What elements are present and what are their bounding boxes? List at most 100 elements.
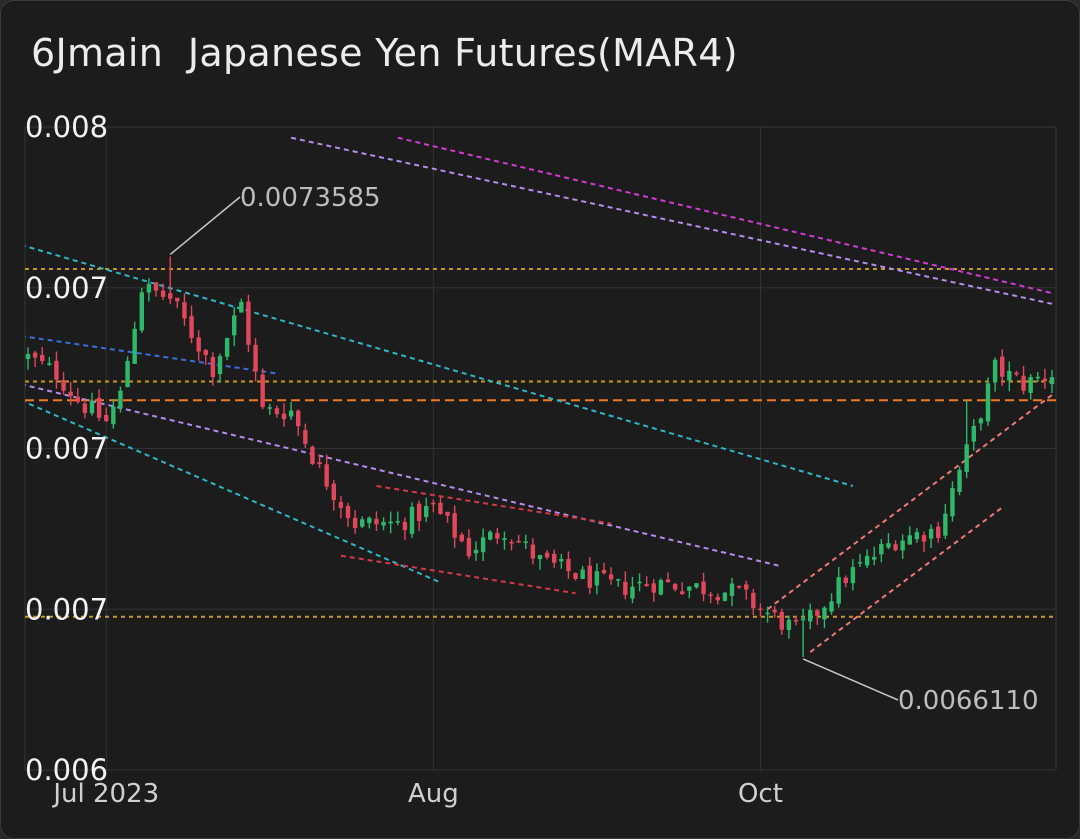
candle-body — [708, 594, 713, 596]
candle-body — [729, 583, 735, 597]
candle-body — [473, 549, 479, 554]
candle-body — [978, 418, 984, 424]
candle-body — [800, 618, 806, 621]
candle-body — [687, 586, 692, 591]
candle-body — [544, 552, 550, 558]
candle-body — [352, 517, 358, 529]
candle-body — [466, 537, 472, 557]
annotations: 0.0073585 0.0066110 — [169, 183, 1039, 716]
grid-lines — [24, 126, 1057, 771]
horizontal-levels — [25, 267, 1056, 618]
candle-body — [715, 596, 720, 601]
candle-body — [1007, 370, 1012, 381]
candle-body — [139, 292, 144, 331]
candle-body — [516, 540, 521, 543]
candle-body — [857, 562, 863, 564]
candle-body — [75, 396, 80, 403]
candle-body — [267, 407, 272, 409]
candle-body — [608, 574, 614, 580]
candle-body — [153, 282, 159, 291]
candle-body — [104, 414, 109, 421]
candle-body — [765, 612, 770, 615]
candle-body — [317, 462, 322, 465]
candle-body — [758, 608, 763, 611]
candle-body — [530, 544, 536, 559]
candle-body — [61, 379, 66, 391]
candle-body — [566, 558, 571, 572]
candle-body — [281, 413, 287, 420]
candle-body — [772, 609, 777, 613]
candle-body — [345, 506, 351, 519]
candle-body — [146, 283, 152, 293]
candle-body — [1028, 377, 1033, 393]
candle-body — [502, 538, 507, 541]
candle-body — [509, 541, 514, 544]
candle-body — [907, 535, 912, 545]
candle-body — [160, 290, 166, 297]
candle-body — [303, 430, 308, 444]
candle-body — [779, 611, 784, 630]
candle-body — [367, 517, 372, 524]
y-tick-label: 0.007 — [25, 271, 108, 305]
candle-body — [331, 483, 336, 501]
candle-body — [1000, 356, 1005, 377]
candle-body — [111, 406, 116, 425]
candle-body — [964, 444, 969, 473]
candle-body — [808, 610, 813, 622]
candle-body — [1042, 378, 1048, 382]
candle-body — [957, 469, 962, 492]
candle-body — [217, 356, 223, 375]
candle-body — [587, 565, 592, 588]
candle-body — [438, 502, 443, 514]
candle-body — [25, 354, 31, 359]
candle-body — [523, 541, 528, 544]
candle-body — [630, 586, 635, 599]
candle-body — [736, 586, 742, 588]
rising-channel-upper — [766, 394, 1053, 611]
candle-body — [47, 363, 52, 365]
candle-body — [360, 519, 365, 527]
candle-body — [573, 573, 578, 579]
y-tick-label: 0.007 — [25, 592, 108, 626]
candle-body — [274, 408, 280, 415]
candle-body — [374, 518, 379, 525]
resistance-line-magenta — [397, 136, 1053, 295]
candle-body — [1035, 376, 1040, 379]
candle-body — [488, 531, 493, 540]
candle-body — [786, 619, 792, 630]
candle-body — [936, 526, 941, 539]
candle-body — [644, 584, 649, 587]
candle-body — [310, 446, 315, 464]
candle-body — [694, 583, 699, 588]
candle-body — [893, 544, 898, 551]
candle-body — [338, 502, 344, 508]
candle-body — [118, 390, 123, 409]
x-tick-label: Oct — [738, 779, 783, 809]
candle-body — [253, 344, 258, 372]
candle-body — [793, 619, 799, 622]
candle-body — [395, 521, 400, 523]
candle-body — [239, 301, 244, 313]
candle-body — [992, 359, 998, 383]
candle-body — [1014, 372, 1019, 375]
candle-body — [680, 591, 685, 594]
y-tick-label: 0.006 — [25, 753, 108, 787]
candle-body — [850, 567, 856, 584]
candle-body — [409, 506, 415, 534]
candle-body — [744, 584, 749, 590]
x-axis: Jul 2023 Aug Oct — [51, 779, 783, 809]
candle-body — [89, 400, 95, 414]
candle-body — [495, 533, 500, 539]
candle-body — [601, 569, 607, 574]
candle-body — [829, 601, 834, 612]
candle-body — [886, 543, 891, 548]
candle-body — [943, 513, 948, 536]
candle-body — [388, 521, 393, 524]
candle-body — [175, 297, 180, 302]
candle-body — [552, 553, 557, 563]
candle-body — [914, 532, 920, 540]
low-label: 0.0066110 — [898, 686, 1039, 716]
chart-title: 6Jmain Japanese Yen Futures(MAR4) — [31, 31, 738, 75]
x-tick-label: Jul 2023 — [51, 779, 159, 809]
